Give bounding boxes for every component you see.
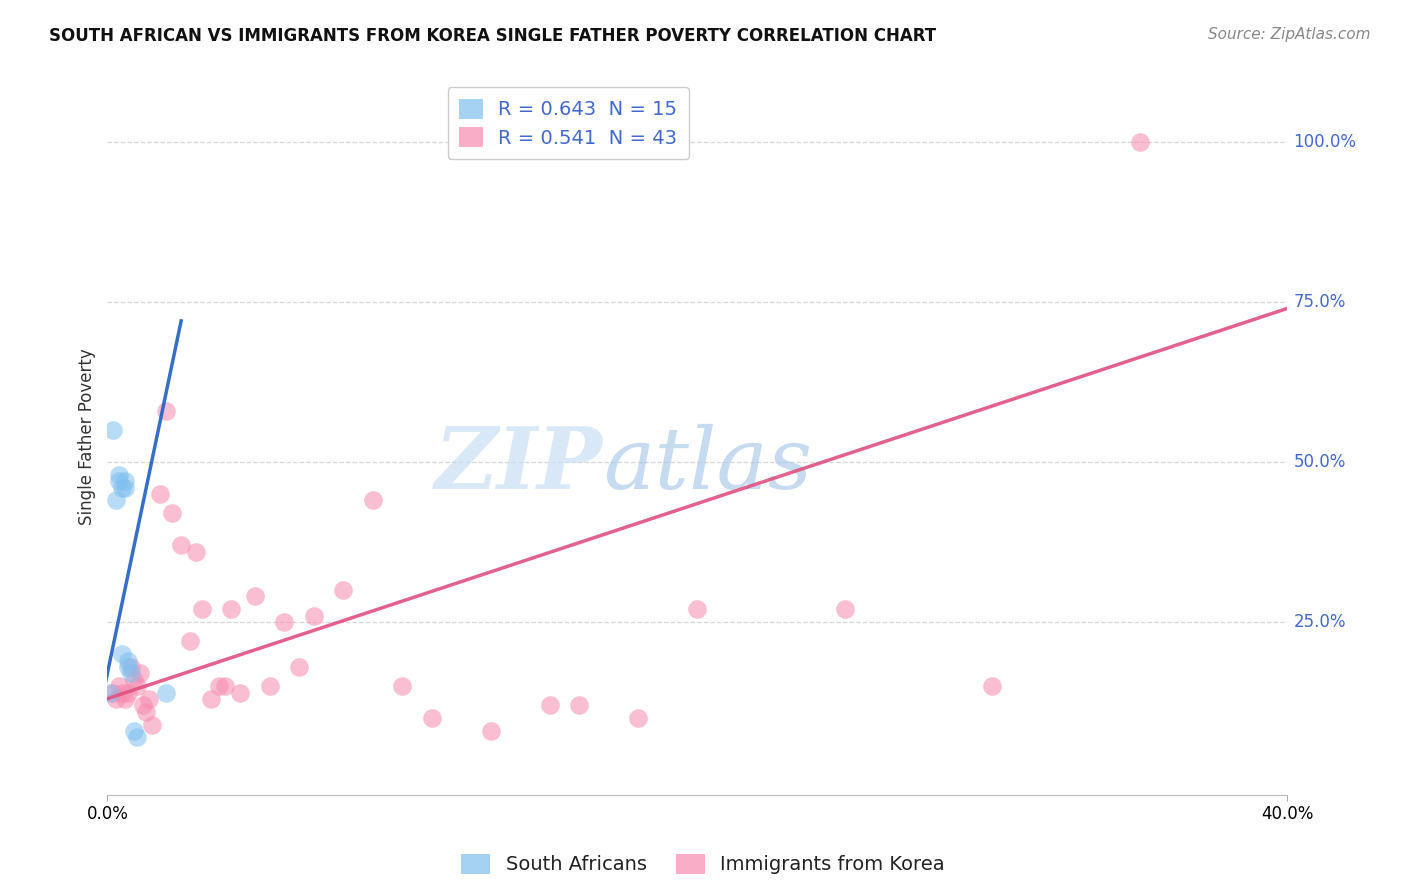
Point (120, 660, 142, 674)
Point (114, 481, 136, 495)
Point (229, 685, 252, 699)
Point (155, 685, 177, 699)
Point (219, 602, 242, 616)
Point (111, 685, 134, 699)
Point (105, 493, 128, 508)
Point (981, 679, 1004, 693)
Point (114, 692, 136, 706)
Point (420, 711, 443, 725)
Point (243, 590, 266, 604)
Text: 75.0%: 75.0% (1294, 293, 1346, 310)
Point (114, 474, 136, 488)
Point (332, 582, 354, 597)
Point (191, 602, 214, 616)
Point (273, 615, 295, 629)
Point (108, 474, 131, 488)
Point (103, 685, 125, 699)
Point (288, 660, 311, 674)
Point (162, 506, 184, 520)
Point (184, 544, 207, 558)
Point (208, 679, 231, 693)
Point (141, 717, 163, 731)
Point (122, 723, 145, 738)
Point (132, 698, 155, 713)
Text: SOUTH AFRICAN VS IMMIGRANTS FROM KOREA SINGLE FATHER POVERTY CORRELATION CHART: SOUTH AFRICAN VS IMMIGRANTS FROM KOREA S… (49, 27, 936, 45)
Legend: South Africans, Immigrants from Korea: South Africans, Immigrants from Korea (453, 847, 953, 882)
Point (122, 673, 145, 687)
Point (117, 653, 139, 667)
Point (128, 666, 150, 681)
Point (149, 487, 172, 501)
Point (259, 679, 281, 693)
Text: 25.0%: 25.0% (1294, 613, 1346, 631)
Point (170, 538, 193, 552)
Text: ZIP: ZIP (434, 423, 603, 507)
Point (108, 679, 131, 693)
Point (214, 679, 236, 693)
Point (105, 692, 128, 706)
Text: atlas: atlas (603, 424, 813, 507)
Point (479, 723, 502, 738)
Point (391, 679, 413, 693)
Point (125, 679, 148, 693)
Point (179, 634, 201, 648)
Point (1129, 135, 1152, 149)
Point (108, 467, 131, 482)
Point (200, 692, 222, 706)
Point (538, 698, 561, 713)
Point (111, 481, 134, 495)
Point (135, 705, 157, 719)
Point (302, 608, 325, 623)
Point (125, 731, 148, 745)
Point (361, 493, 384, 508)
Point (686, 602, 709, 616)
Point (155, 403, 177, 417)
Point (120, 666, 142, 681)
Point (138, 692, 160, 706)
Point (111, 647, 134, 661)
Point (568, 698, 591, 713)
Point (117, 660, 139, 674)
Y-axis label: Single Father Poverty: Single Father Poverty (79, 348, 96, 524)
Point (627, 711, 650, 725)
Point (117, 685, 139, 699)
Text: 100.0%: 100.0% (1294, 133, 1357, 151)
Legend: R = 0.643  N = 15, R = 0.541  N = 43: R = 0.643 N = 15, R = 0.541 N = 43 (447, 87, 689, 160)
Text: 50.0%: 50.0% (1294, 453, 1346, 471)
Point (103, 423, 125, 437)
Point (834, 602, 856, 616)
Point (98, 685, 121, 699)
Text: Source: ZipAtlas.com: Source: ZipAtlas.com (1208, 27, 1371, 42)
